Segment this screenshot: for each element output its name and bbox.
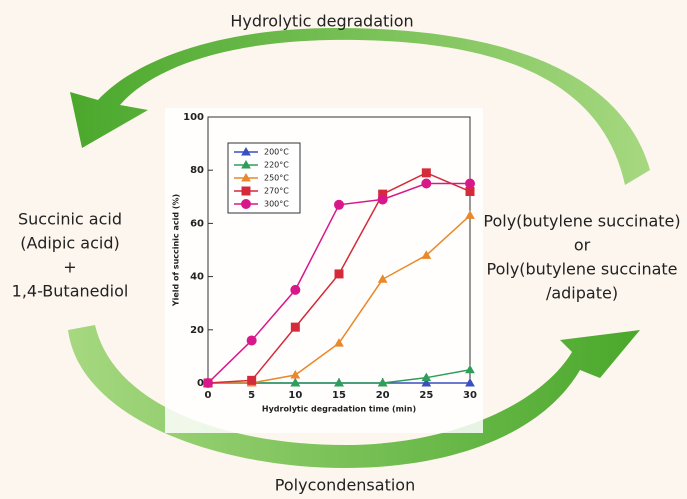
- x-tick-label: 10: [288, 390, 302, 401]
- diagram: Hydrolytic degradation Polycondensation …: [0, 0, 687, 499]
- bottom-label: Polycondensation: [275, 476, 415, 495]
- top-label: Hydrolytic degradation: [230, 12, 413, 31]
- point: [422, 169, 430, 177]
- point: [335, 200, 344, 209]
- point: [291, 323, 299, 331]
- y-tick-label: 40: [190, 272, 204, 283]
- x-tick-label: 0: [205, 390, 212, 401]
- legend-label: 250°C: [264, 174, 289, 183]
- y-tick-label: 100: [183, 112, 204, 123]
- x-tick-label: 15: [332, 390, 346, 401]
- reactants: Succinic acid (Adipic acid) +1,4-Butanedio…: [12, 210, 129, 301]
- x-axis-label: Hydrolytic degradation time (min): [262, 405, 416, 414]
- reactant-text: +: [63, 258, 76, 277]
- point: [466, 179, 475, 188]
- x-tick-label: 30: [463, 390, 477, 401]
- point: [248, 376, 256, 384]
- x-tick-label: 20: [376, 390, 390, 401]
- legend-label: 220°C: [264, 161, 289, 170]
- point: [378, 195, 387, 204]
- page: Hydrolytic degradation Polycondensation …: [0, 0, 687, 499]
- legend-label: 270°C: [264, 187, 289, 196]
- point: [335, 270, 343, 278]
- products: Poly(butylene succinate) or Poly(butylene …: [483, 212, 680, 303]
- x-tick-label: 5: [248, 390, 255, 401]
- reactant-text: (Adipic acid): [20, 234, 119, 253]
- product-text: or: [574, 236, 591, 255]
- reactant-text: Succinic acid: [18, 210, 122, 229]
- y-axis-label: Yield of succinic acid (%): [172, 194, 181, 307]
- reactant-text: 1,4-Butanediol: [12, 282, 129, 301]
- legend-label: 200°C: [264, 148, 289, 157]
- point: [466, 187, 474, 195]
- x-tick-label: 25: [419, 390, 433, 401]
- point: [247, 336, 256, 345]
- legend-marker: [242, 187, 250, 195]
- legend-label: 300°C: [264, 200, 289, 209]
- product-text: /adipate): [546, 284, 618, 303]
- product-text: Poly(butylene succinate): [483, 212, 680, 231]
- point: [422, 179, 431, 188]
- legend-marker: [242, 200, 251, 209]
- point: [204, 379, 213, 388]
- product-text: Poly(butylene succinate: [487, 260, 678, 279]
- y-tick-label: 60: [190, 218, 204, 229]
- point: [291, 285, 300, 294]
- y-tick-label: 20: [190, 325, 204, 336]
- y-tick-label: 0: [197, 378, 204, 389]
- y-tick-label: 80: [190, 165, 204, 176]
